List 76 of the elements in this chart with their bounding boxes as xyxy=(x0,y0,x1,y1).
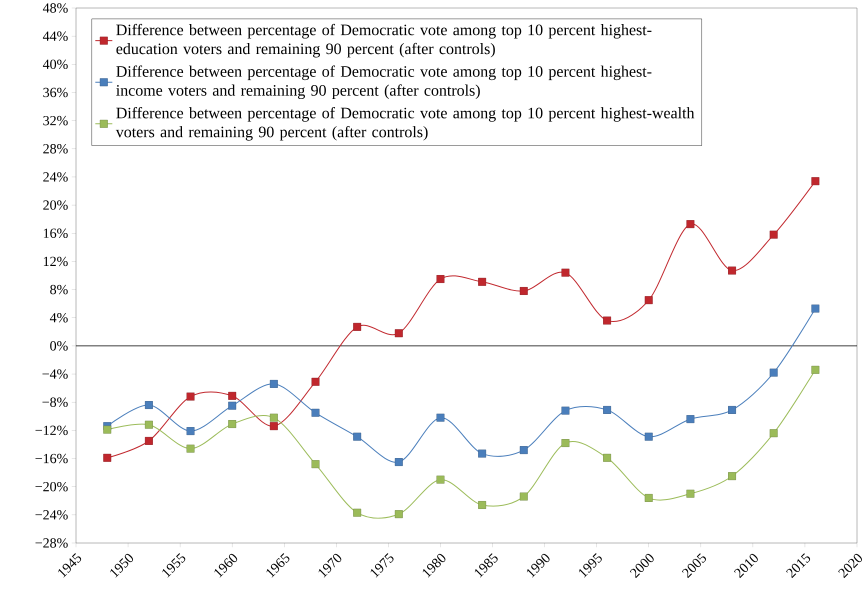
point xyxy=(644,432,653,441)
point xyxy=(144,401,153,410)
y-tick-label: −24% xyxy=(35,510,68,520)
point xyxy=(770,368,778,377)
y-tick-label: −12% xyxy=(35,426,68,436)
y-tick-label: 40% xyxy=(42,60,68,70)
y-tick-label: −4% xyxy=(42,369,68,379)
point xyxy=(270,380,278,388)
point xyxy=(728,472,736,480)
point xyxy=(228,392,236,400)
legend-label: Difference between percentage of Democratic vote among top 10 percent highest-education voters and remaining 90 percent (after controls) xyxy=(116,24,652,58)
point xyxy=(603,406,612,414)
y-tick-label: 24% xyxy=(43,172,68,182)
point xyxy=(186,427,195,436)
point xyxy=(811,304,820,313)
point xyxy=(144,420,153,429)
point xyxy=(686,490,694,498)
point xyxy=(770,429,778,438)
point xyxy=(144,436,153,445)
point xyxy=(312,378,320,386)
point xyxy=(228,402,236,410)
y-tick-label: 32% xyxy=(43,116,68,126)
point xyxy=(270,414,278,422)
y-tick-label: 0% xyxy=(50,341,68,351)
point xyxy=(811,366,820,374)
point xyxy=(520,287,528,295)
point xyxy=(394,510,403,518)
legend-label: Difference between percentage of Democratic vote among top 10 percent highest-wealth voters and remaining 90 percent (after controls) xyxy=(116,107,694,141)
point xyxy=(312,408,320,417)
point xyxy=(561,406,570,415)
point xyxy=(561,268,570,277)
point xyxy=(728,266,736,275)
point xyxy=(103,426,112,434)
point xyxy=(312,460,320,468)
point xyxy=(478,450,486,458)
point xyxy=(103,454,112,462)
point xyxy=(394,329,403,338)
point xyxy=(603,454,612,462)
point xyxy=(436,275,444,284)
point xyxy=(436,414,444,422)
y-tick-label: −8% xyxy=(42,397,68,407)
legend-label: Difference between percentage of Democratic vote among top 10 percent highest-income voters and remaining 90 percent (after controls) xyxy=(116,65,652,100)
point xyxy=(811,177,820,186)
point xyxy=(686,415,694,424)
point xyxy=(478,278,486,286)
point xyxy=(436,476,444,484)
y-tick-label: 16% xyxy=(44,228,68,238)
y-tick-label: 36% xyxy=(43,88,68,98)
y-tick-label: 20% xyxy=(43,200,68,210)
y-tick-label: 48% xyxy=(42,3,68,13)
point xyxy=(686,220,694,228)
point xyxy=(353,322,362,331)
point xyxy=(270,422,278,430)
y-tick-label: 4% xyxy=(50,313,68,322)
y-tick-label: 8% xyxy=(50,284,68,294)
point xyxy=(520,492,528,501)
point xyxy=(394,458,403,466)
point xyxy=(353,508,362,517)
point xyxy=(353,432,362,441)
y-tick-label: −20% xyxy=(35,482,68,492)
point xyxy=(228,420,236,428)
point xyxy=(186,444,195,453)
point xyxy=(728,406,736,414)
point xyxy=(186,392,195,401)
point xyxy=(520,446,528,454)
point xyxy=(644,494,653,502)
point xyxy=(603,316,612,325)
y-tick-label: 12% xyxy=(44,256,68,266)
point xyxy=(770,230,778,239)
y-tick-label: 28% xyxy=(43,144,68,154)
point xyxy=(561,439,570,448)
y-tick-label: −28% xyxy=(35,538,68,548)
point xyxy=(644,296,653,304)
y-tick-label: 44% xyxy=(42,31,68,41)
point xyxy=(478,501,486,509)
y-tick-label: −16% xyxy=(35,454,68,464)
